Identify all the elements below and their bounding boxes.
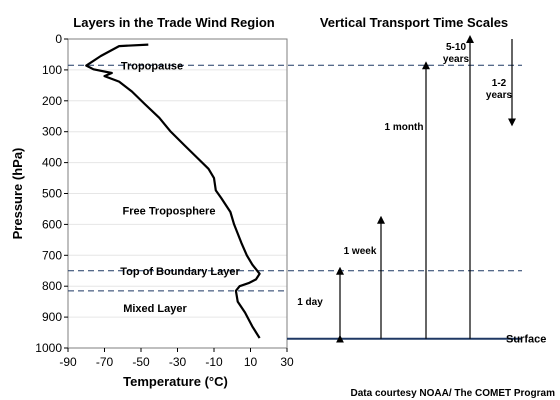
timescale-label-line: years	[443, 54, 470, 65]
y-tick-label-1000: 1000	[35, 341, 62, 355]
timescale-label-2: 1 month	[385, 122, 424, 133]
y-tick-label-300: 300	[42, 125, 62, 139]
x-tick-label-10: 10	[244, 355, 258, 369]
timescale-label-line: years	[486, 90, 513, 101]
timescale-label-line: 1 week	[344, 246, 377, 257]
x-tick-label-30: 30	[280, 355, 294, 369]
x-tick-label--10: -10	[205, 355, 223, 369]
timescale-label-0: 1 day	[297, 297, 323, 308]
boundary-layer-label: Top of Boundary Layer	[120, 266, 240, 278]
left-chart-title: Layers in the Trade Wind Region	[73, 15, 274, 30]
x-tick-label--30: -30	[169, 355, 187, 369]
temperature-profile-line	[85, 43, 261, 339]
y-tick-label-500: 500	[42, 187, 62, 201]
x-axis-title: Temperature (°C)	[123, 374, 228, 389]
y-tick-label-400: 400	[42, 156, 62, 170]
right-chart-title: Vertical Transport Time Scales	[320, 15, 508, 30]
x-tick-label--70: -70	[96, 355, 114, 369]
y-tick-label-600: 600	[42, 217, 62, 231]
y-tick-label-900: 900	[42, 310, 62, 324]
y-tick-label-700: 700	[42, 248, 62, 262]
tropopause-label: Tropopause	[121, 60, 183, 72]
free-troposphere-label: Free Troposphere	[123, 205, 216, 217]
y-tick-label-800: 800	[42, 279, 62, 293]
timescale-label-line: 5-10	[446, 42, 466, 53]
surface-label: Surface	[506, 334, 546, 346]
y-axis-title: Pressure (hPa)	[10, 148, 25, 240]
mixed-layer-label: Mixed Layer	[123, 303, 187, 315]
credit-text: Data courtesy NOAA/ The COMET Program	[351, 388, 556, 399]
timescale-label-line: 1 month	[385, 122, 424, 133]
y-tick-label-200: 200	[42, 94, 62, 108]
timescale-label-4: 1-2 years	[486, 78, 513, 101]
timescale-label-line: 1 day	[297, 297, 323, 308]
timescale-label-3: 5-10 years	[443, 42, 470, 65]
y-tick-label-100: 100	[42, 63, 62, 77]
y-tick-label-0: 0	[55, 32, 62, 46]
x-tick-label--90: -90	[59, 355, 77, 369]
timescale-label-1: 1 week	[344, 246, 377, 257]
timescale-label-line: 1-2	[492, 78, 507, 89]
x-tick-label--50: -50	[132, 355, 150, 369]
